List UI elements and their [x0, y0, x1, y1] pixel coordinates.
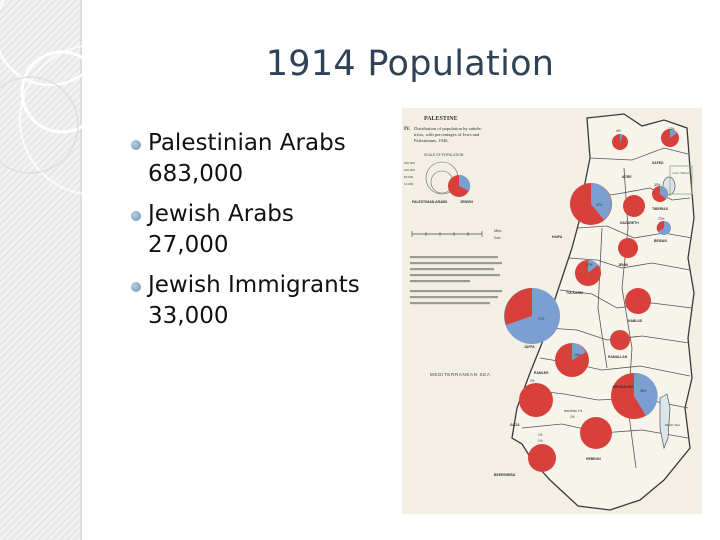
source-note-text — [410, 256, 502, 305]
lake-label: LAKE TIBERIAS — [672, 171, 691, 175]
dead-sea-label: DEAD SEA — [665, 423, 680, 427]
bullet-value: 27,000 — [148, 232, 229, 258]
percent-labels: 13% 4% 33% 70% 47% 17% 71% 16% 38% 3% 1%… — [530, 127, 675, 443]
town-label: JENIN — [618, 263, 629, 267]
bullet-label: Palestinian Arabs — [148, 130, 346, 156]
miles-label: Miles — [494, 229, 502, 233]
bullet-item-jewish-immigrants: Jewish Immigrants 33,000 — [130, 270, 360, 332]
percent-label: 38% — [640, 389, 647, 393]
percent-label: 17% — [586, 263, 593, 267]
town-label: NABLUS — [628, 319, 643, 323]
distance-ticks — [411, 231, 483, 237]
town-label: HAIFA — [552, 235, 563, 239]
side-band-edge — [80, 0, 82, 540]
decorative-circles — [0, 0, 140, 196]
slide-title: 1914 Population — [265, 44, 555, 84]
percent-label: 4% — [616, 129, 621, 133]
sea-label: MEDITERRANEAN SEA — [430, 372, 491, 377]
scale-value: 50,000 — [404, 175, 414, 179]
map-header: PALESTINE — [424, 116, 458, 122]
town-label: BEISAN — [654, 239, 667, 243]
bullet-item-jewish-arabs: Jewish Arabs 27,000 — [130, 199, 360, 261]
percent-label: 13% — [668, 127, 675, 131]
pie-haifa-jewish — [591, 183, 612, 220]
pie-tulkarm-jewish — [588, 260, 598, 273]
map-caption-number: IV. — [404, 127, 411, 132]
pie-ramleh-jewish — [572, 343, 586, 360]
pie-jenin-arab — [618, 238, 638, 258]
bullet-dot-icon — [131, 140, 141, 150]
pie-beersheba-arab — [528, 444, 556, 472]
percent-label: 1% — [538, 439, 543, 443]
map-caption-line-1: Distribution of population by subdis- — [414, 126, 483, 131]
bullet-dot-icon — [131, 211, 141, 221]
pie-safed-jewish — [620, 134, 623, 142]
percent-label: 1% — [538, 433, 543, 437]
scale-value: 10,000 — [404, 182, 414, 186]
scale-value: 200,000 — [404, 161, 415, 165]
town-label: BEERSHEBA — [494, 473, 516, 477]
lake-label-box — [669, 165, 693, 195]
population-pies — [504, 129, 679, 472]
pie-beisan-arab — [656, 220, 664, 232]
kms-label: Kms — [494, 236, 501, 240]
bullet-value: 683,000 — [148, 161, 244, 187]
town-label: TIBERIAS — [652, 207, 669, 211]
town-label: GAZA — [510, 423, 520, 427]
pie-jerusalem-jewish — [634, 372, 658, 416]
town-label: JERUSALEM — [612, 385, 633, 389]
bullet-dot-icon — [131, 282, 141, 292]
town-labels: SAFED ACRE TIBERIAS NAZARETH BEISAN HAIF… — [494, 161, 669, 477]
town-label: ACRE — [622, 175, 632, 179]
population-map-image: PALESTINE IV. Distribution of population… — [402, 108, 702, 514]
bullet-list: Palestinian Arabs 683,000 Jewish Arabs 2… — [130, 128, 360, 341]
scale-value: 100,000 — [404, 168, 415, 172]
percent-label: 1% — [570, 415, 575, 419]
map-caption-line-2: tricts, with percentages of Jews and — [414, 132, 480, 138]
pie-north-jewish — [670, 129, 677, 138]
town-label: TULKARM — [566, 291, 583, 295]
legend-pie-jewish — [459, 174, 471, 191]
town-label: JAFFA — [524, 345, 535, 349]
town-label: NAZARETH — [620, 221, 639, 225]
pie-hebron-arab — [580, 417, 612, 449]
town-label: HEBRON — [586, 457, 601, 461]
pie-gaza-arab — [519, 383, 553, 417]
percent-label: 47% — [596, 203, 603, 207]
map-note: less than 1% — [564, 409, 582, 413]
town-label: RAMALLAH — [608, 355, 628, 359]
pie-nablus-arab — [625, 288, 651, 314]
town-label: SAFED — [652, 161, 664, 165]
pie-ramallah-arab — [610, 330, 630, 350]
dead-sea — [659, 393, 671, 450]
percent-label: 70% — [658, 217, 665, 221]
map-caption-line-3: Palestinians, 1946. — [414, 138, 449, 144]
legend-jewish-label: JEWISH — [460, 200, 474, 204]
legend-palestinian-label: PALESTINIAN ARABS — [412, 200, 448, 204]
pie-tiberias-jewish — [660, 186, 668, 199]
pie-jaffa-arab — [504, 288, 532, 325]
bullet-item-palestinian-arabs: Palestinian Arabs 683,000 — [130, 128, 360, 190]
bullet-label: Jewish Immigrants — [148, 272, 360, 298]
percent-label: 71% — [538, 317, 545, 321]
percent-label: 33% — [654, 183, 661, 187]
bullet-label: Jewish Arabs — [148, 201, 294, 227]
town-label: RAMLEH — [534, 371, 549, 375]
decorative-side-band — [0, 0, 80, 540]
pie-acre-arab — [623, 195, 645, 217]
percent-label: 16% — [574, 353, 581, 357]
percent-label: 3% — [530, 379, 535, 383]
bullet-value: 33,000 — [148, 303, 229, 329]
scale-label: SCALE OF POPULATION — [424, 153, 464, 157]
